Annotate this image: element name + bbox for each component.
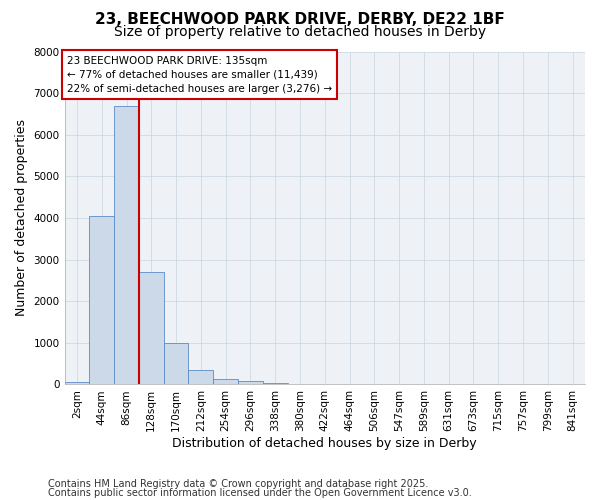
Bar xyxy=(188,370,213,384)
Bar xyxy=(213,379,238,384)
Bar xyxy=(164,343,188,384)
Text: Size of property relative to detached houses in Derby: Size of property relative to detached ho… xyxy=(114,25,486,39)
Text: 23, BEECHWOOD PARK DRIVE, DERBY, DE22 1BF: 23, BEECHWOOD PARK DRIVE, DERBY, DE22 1B… xyxy=(95,12,505,28)
Y-axis label: Number of detached properties: Number of detached properties xyxy=(15,120,28,316)
Bar xyxy=(139,272,164,384)
Bar xyxy=(89,216,114,384)
Text: Contains HM Land Registry data © Crown copyright and database right 2025.: Contains HM Land Registry data © Crown c… xyxy=(48,479,428,489)
Bar xyxy=(114,106,139,384)
Text: 23 BEECHWOOD PARK DRIVE: 135sqm
← 77% of detached houses are smaller (11,439)
22: 23 BEECHWOOD PARK DRIVE: 135sqm ← 77% of… xyxy=(67,56,332,94)
X-axis label: Distribution of detached houses by size in Derby: Distribution of detached houses by size … xyxy=(172,437,477,450)
Text: Contains public sector information licensed under the Open Government Licence v3: Contains public sector information licen… xyxy=(48,488,472,498)
Bar xyxy=(238,381,263,384)
Bar xyxy=(65,382,89,384)
Bar xyxy=(263,383,287,384)
